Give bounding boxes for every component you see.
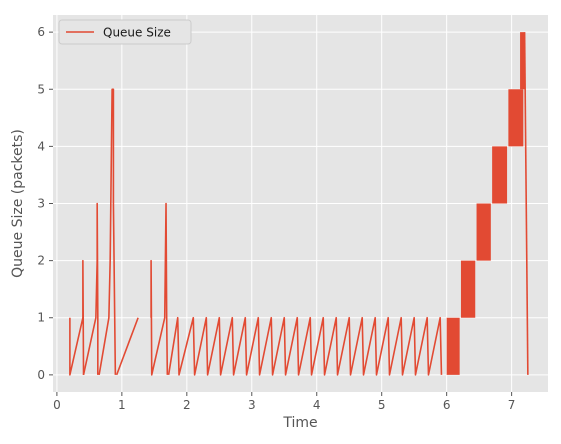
queue-size-oscillation-band [508, 89, 524, 147]
y-tick-label: 6 [37, 25, 45, 39]
x-tick-label: 3 [248, 398, 256, 412]
y-tick-label: 0 [37, 368, 45, 382]
queue-size-line-segment [82, 202, 99, 376]
queue-size-line-segment [98, 88, 117, 375]
y-tick-label: 5 [37, 82, 45, 96]
queue-size-line-segment [69, 259, 85, 376]
y-tick-label: 4 [37, 139, 45, 153]
x-tick-label: 1 [118, 398, 126, 412]
queue-size-line-segment [115, 317, 139, 376]
y-axis-title: Queue Size (packets) [10, 129, 26, 278]
queue-size-oscillation-band [476, 203, 491, 261]
x-tick-label: 2 [183, 398, 191, 412]
legend-label-queue-size: Queue Size [103, 26, 171, 40]
queue-size-oscillation-band [460, 260, 476, 318]
x-tick-label: 7 [508, 398, 516, 412]
y-tick-label: 1 [37, 311, 45, 325]
queue-size-oscillation-band [520, 32, 525, 90]
queue-size-line-tail [523, 32, 529, 375]
tick-layer: 0 1 2 3 4 5 6 7 0 1 2 3 4 5 6 [37, 25, 515, 412]
queue-size-line-segment [167, 316, 443, 376]
x-tick-label: 5 [378, 398, 386, 412]
data-layer [69, 32, 529, 376]
queue-size-oscillation-band [492, 146, 508, 204]
queue-size-oscillation-band [446, 317, 460, 375]
queue-size-line-segment [150, 202, 169, 376]
x-axis-title: Time [282, 415, 317, 431]
x-tick-label: 4 [313, 398, 321, 412]
y-tick-label: 2 [37, 254, 45, 268]
y-tick-label: 3 [37, 197, 45, 211]
x-tick-label: 6 [443, 398, 451, 412]
legend-box [58, 19, 192, 45]
legend: Queue Size [58, 19, 192, 45]
x-tick-label: 0 [53, 398, 61, 412]
